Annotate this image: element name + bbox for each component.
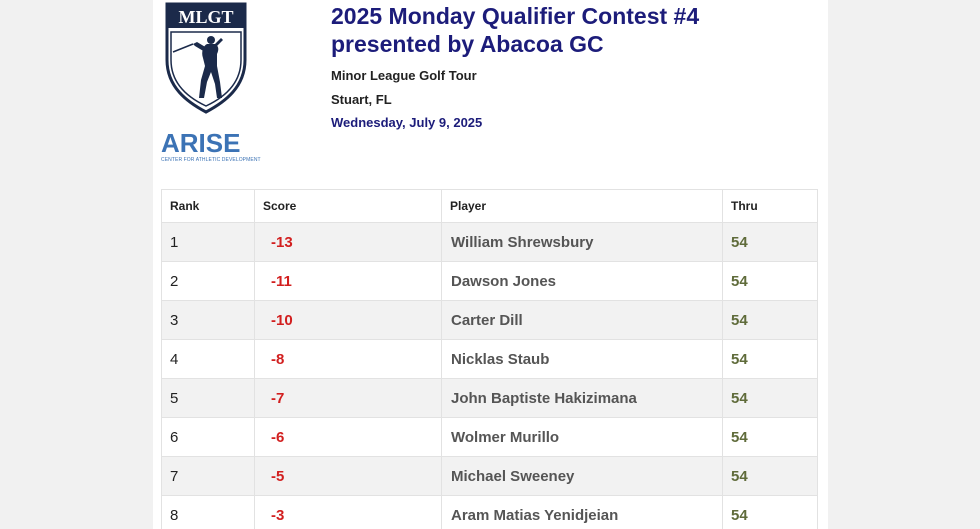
page-content: MLGT ARISE CENTER FOR ATHLETIC DEVELOPME… bbox=[153, 0, 828, 529]
leaderboard-table: Rank Score Player Thru 1 -13 William Shr… bbox=[161, 189, 818, 529]
rank-cell: 6 bbox=[161, 417, 255, 457]
rank-cell: 3 bbox=[161, 300, 255, 340]
rank-cell: 4 bbox=[161, 339, 255, 379]
thru-cell: 54 bbox=[722, 378, 818, 418]
arise-logo-subtext: CENTER FOR ATHLETIC DEVELOPMENT bbox=[161, 157, 261, 163]
rank-cell: 8 bbox=[161, 495, 255, 529]
table-row[interactable]: 5 -7 John Baptiste Hakizimana 54 bbox=[161, 378, 818, 418]
player-cell[interactable]: Aram Matias Yenidjeian bbox=[441, 495, 723, 529]
arise-logo-text: ARISE bbox=[161, 128, 241, 158]
thru-cell: 54 bbox=[722, 222, 818, 262]
golfer-icon bbox=[172, 36, 223, 98]
thru-cell: 54 bbox=[722, 300, 818, 340]
thru-cell: 54 bbox=[722, 261, 818, 301]
rank-cell: 2 bbox=[161, 261, 255, 301]
rank-cell: 1 bbox=[161, 222, 255, 262]
score-cell: -6 bbox=[254, 417, 442, 457]
event-title-line1: 2025 Monday Qualifier Contest #4 bbox=[331, 3, 700, 29]
player-cell[interactable]: John Baptiste Hakizimana bbox=[441, 378, 723, 418]
player-cell[interactable]: Dawson Jones bbox=[441, 261, 723, 301]
column-header-thru[interactable]: Thru bbox=[722, 189, 818, 223]
mlgt-logo-text: MLGT bbox=[178, 7, 233, 27]
event-location: Stuart, FL bbox=[331, 92, 392, 107]
player-cell[interactable]: Nicklas Staub bbox=[441, 339, 723, 379]
event-date: Wednesday, July 9, 2025 bbox=[331, 115, 483, 130]
event-tour: Minor League Golf Tour bbox=[331, 68, 477, 83]
thru-cell: 54 bbox=[722, 417, 818, 457]
player-cell[interactable]: Carter Dill bbox=[441, 300, 723, 340]
score-cell: -13 bbox=[254, 222, 442, 262]
score-cell: -10 bbox=[254, 300, 442, 340]
rank-cell: 5 bbox=[161, 378, 255, 418]
table-row[interactable]: 2 -11 Dawson Jones 54 bbox=[161, 261, 818, 301]
player-cell[interactable]: William Shrewsbury bbox=[441, 222, 723, 262]
score-cell: -7 bbox=[254, 378, 442, 418]
thru-cell: 54 bbox=[722, 495, 818, 529]
leaderboard-header-row: Rank Score Player Thru bbox=[161, 189, 818, 223]
table-row[interactable]: 4 -8 Nicklas Staub 54 bbox=[161, 339, 818, 379]
table-row[interactable]: 3 -10 Carter Dill 54 bbox=[161, 300, 818, 340]
player-cell[interactable]: Michael Sweeney bbox=[441, 456, 723, 496]
table-row[interactable]: 1 -13 William Shrewsbury 54 bbox=[161, 222, 818, 262]
score-cell: -11 bbox=[254, 261, 442, 301]
score-cell: -8 bbox=[254, 339, 442, 379]
thru-cell: 54 bbox=[722, 456, 818, 496]
thru-cell: 54 bbox=[722, 339, 818, 379]
table-row[interactable]: 6 -6 Wolmer Murillo 54 bbox=[161, 417, 818, 457]
mlgt-logo: MLGT bbox=[165, 2, 247, 114]
column-header-score[interactable]: Score bbox=[254, 189, 442, 223]
event-title-line2: presented by Abacoa GC bbox=[331, 31, 604, 57]
column-header-player[interactable]: Player bbox=[441, 189, 723, 223]
rank-cell: 7 bbox=[161, 456, 255, 496]
score-cell: -5 bbox=[254, 456, 442, 496]
column-header-rank[interactable]: Rank bbox=[161, 189, 255, 223]
score-cell: -3 bbox=[254, 495, 442, 529]
table-row[interactable]: 8 -3 Aram Matias Yenidjeian 54 bbox=[161, 495, 818, 529]
arise-logo: ARISE CENTER FOR ATHLETIC DEVELOPMENT bbox=[161, 128, 261, 168]
player-cell[interactable]: Wolmer Murillo bbox=[441, 417, 723, 457]
event-header: 2025 Monday Qualifier Contest #4 present… bbox=[331, 2, 811, 130]
table-row[interactable]: 7 -5 Michael Sweeney 54 bbox=[161, 456, 818, 496]
